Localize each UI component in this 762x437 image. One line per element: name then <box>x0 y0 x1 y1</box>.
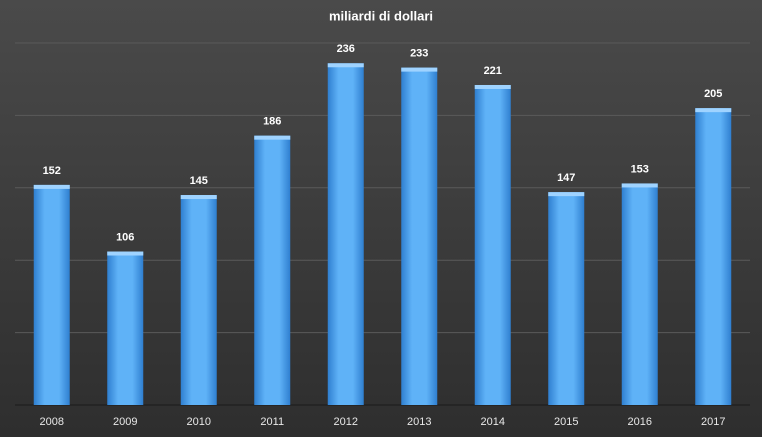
bar <box>401 67 438 405</box>
bar <box>621 183 658 405</box>
x-tick-label: 2008 <box>40 416 64 428</box>
value-label: 233 <box>410 48 428 60</box>
x-tick-label: 2013 <box>407 416 431 428</box>
value-label: 152 <box>43 165 61 177</box>
bar-cap <box>621 183 658 188</box>
bar-cap <box>33 184 70 189</box>
value-label: 106 <box>116 231 134 243</box>
x-tick-label: 2016 <box>628 416 652 428</box>
value-label: 205 <box>704 88 722 100</box>
x-tick-label: 2015 <box>554 416 578 428</box>
bar-cap <box>254 135 291 140</box>
x-tick-label: 2012 <box>334 416 358 428</box>
value-label: 145 <box>190 175 208 187</box>
bar-cap <box>107 251 144 256</box>
bar-cap <box>401 67 438 72</box>
bar-cap <box>548 192 585 197</box>
bar <box>107 251 144 405</box>
bar-cap <box>695 108 732 113</box>
bar <box>695 108 732 405</box>
bar <box>548 192 585 405</box>
x-tick-label: 2011 <box>260 416 284 428</box>
x-tick-label: 2010 <box>187 416 211 428</box>
x-tick-label: 2014 <box>481 416 505 428</box>
bar <box>327 63 364 405</box>
chart-title: miliardi di dollari <box>329 8 433 23</box>
bar-cap <box>474 84 511 89</box>
bar <box>474 84 511 405</box>
bar <box>33 184 70 405</box>
bar-cap <box>180 195 217 200</box>
value-label: 221 <box>484 65 502 77</box>
value-label: 147 <box>557 172 575 184</box>
x-tick-label: 2009 <box>113 416 137 428</box>
value-label: 186 <box>263 116 281 128</box>
bar <box>180 195 217 405</box>
value-label: 153 <box>631 163 649 175</box>
x-tick-label: 2017 <box>701 416 725 428</box>
value-label: 236 <box>337 43 355 55</box>
bar-cap <box>327 63 364 68</box>
bar <box>254 135 291 405</box>
